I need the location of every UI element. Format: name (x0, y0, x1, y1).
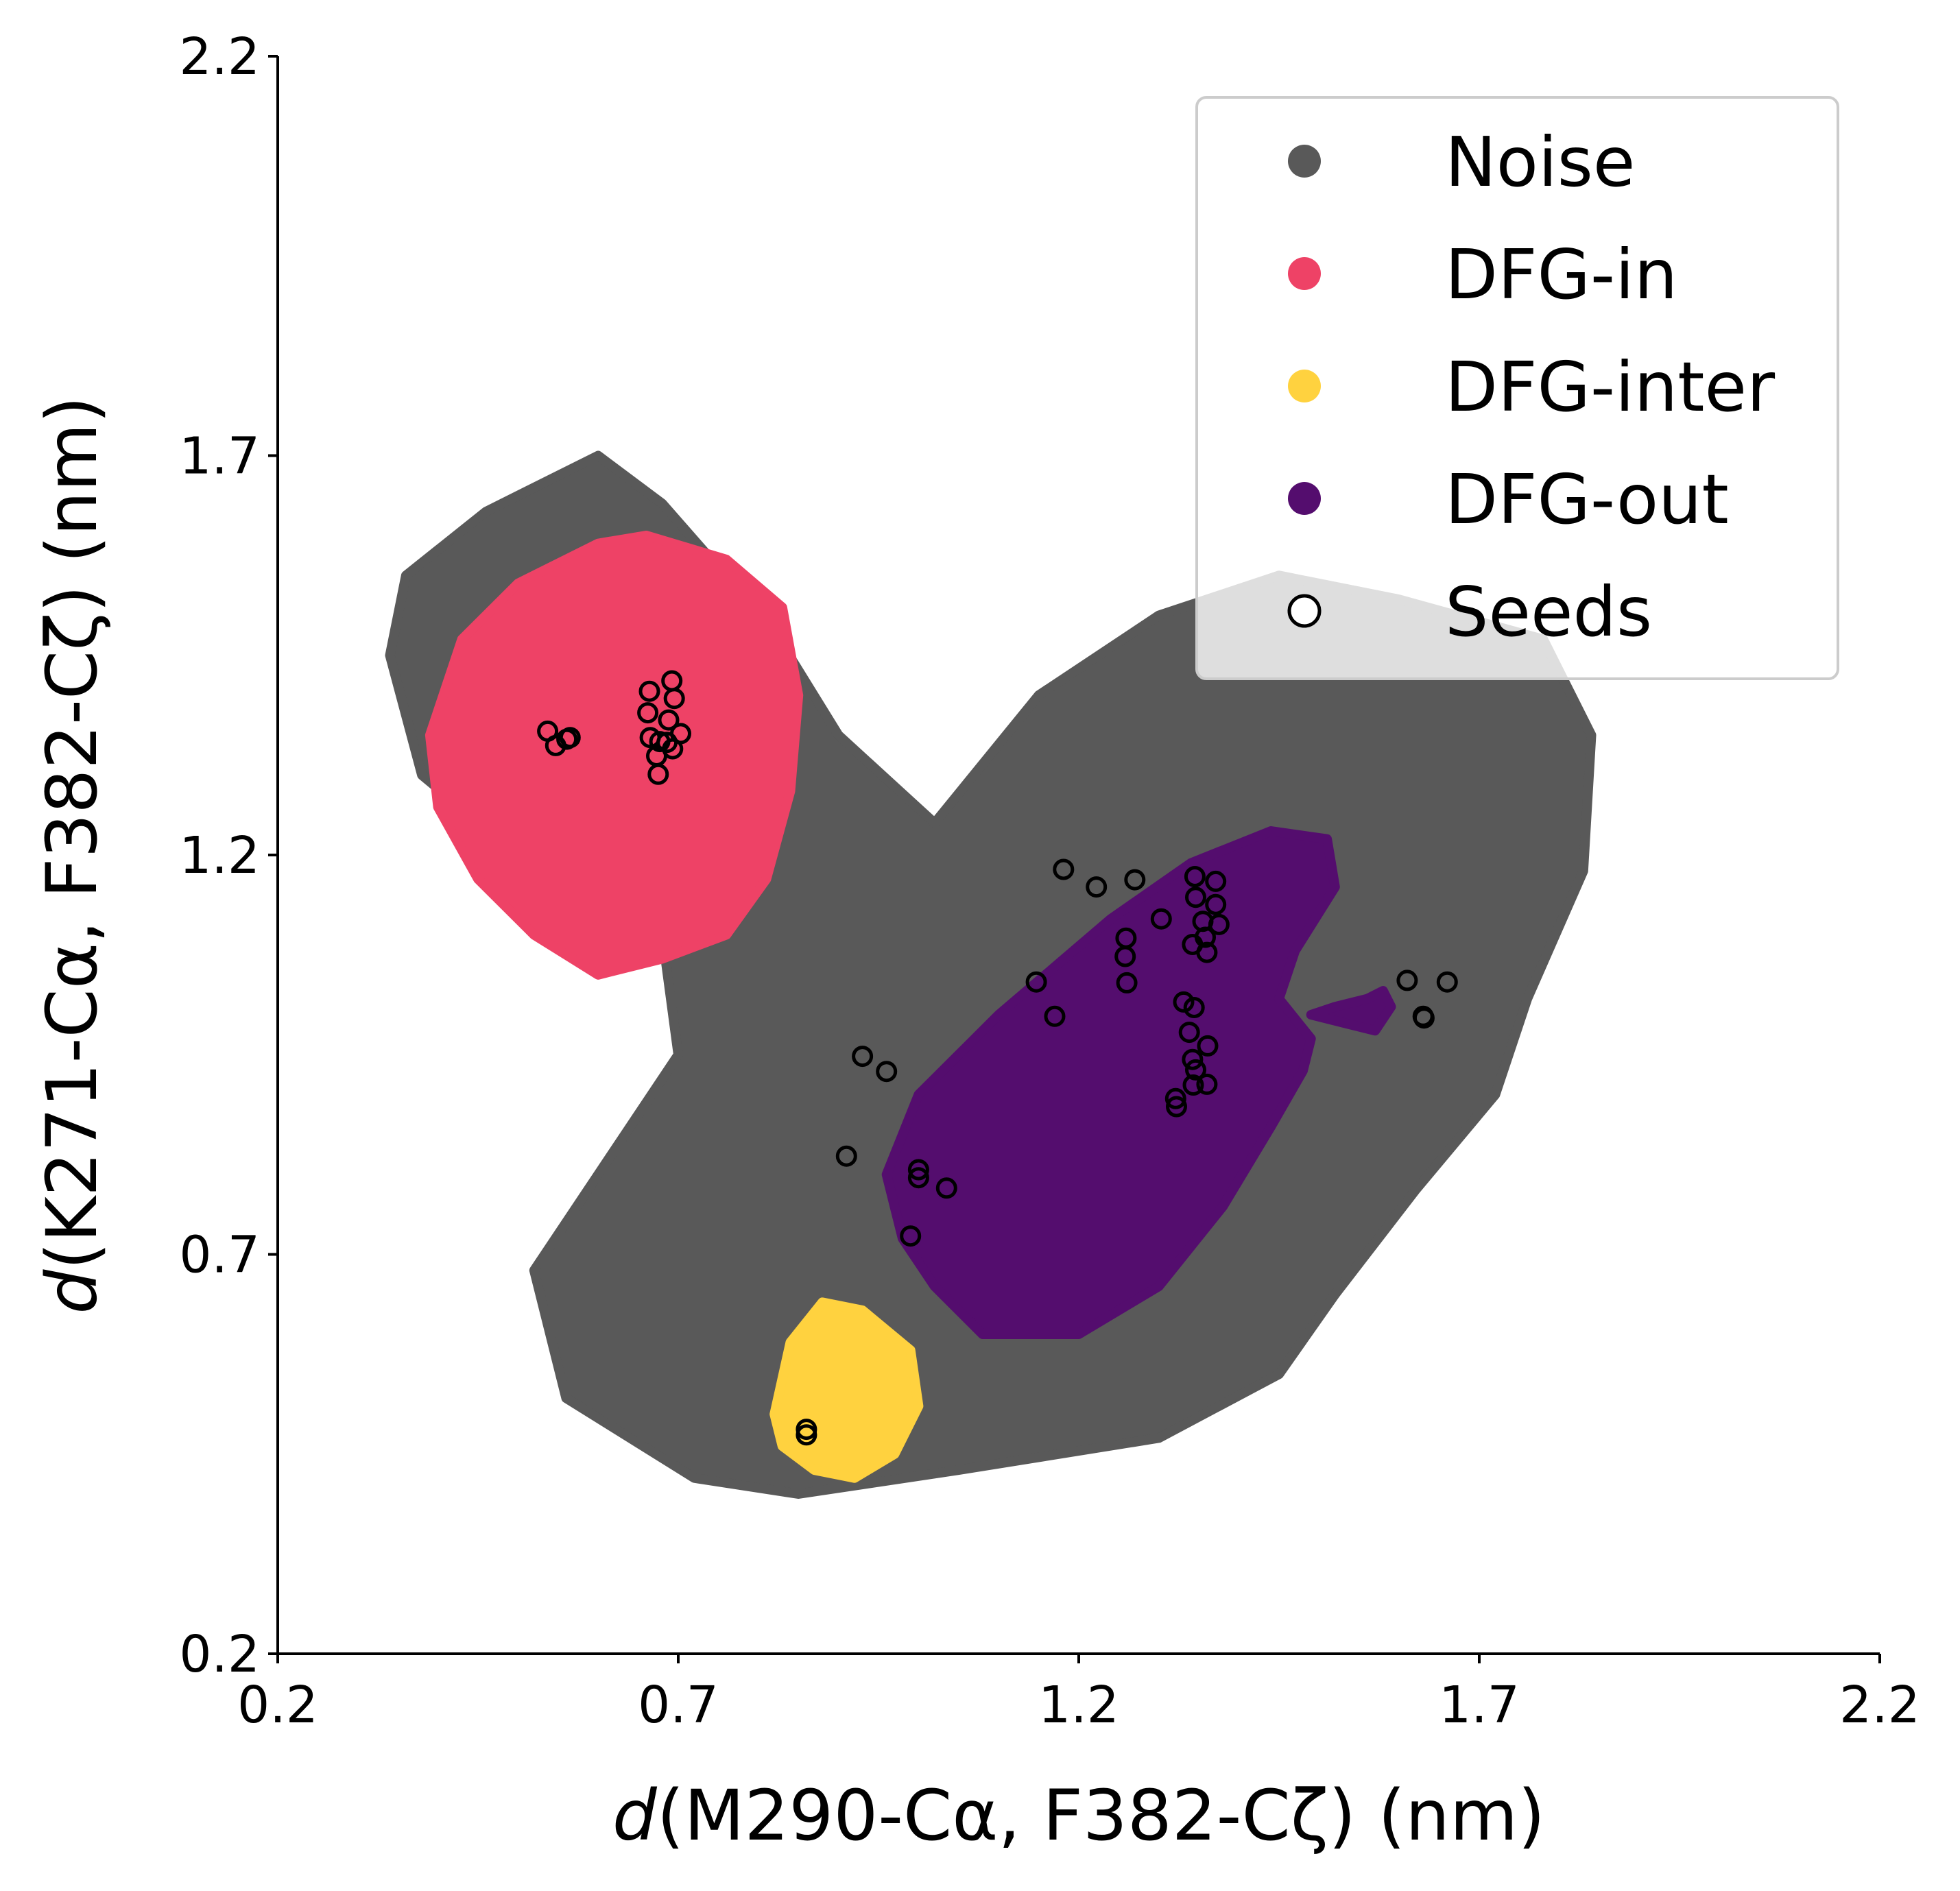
cluster-regions (385, 450, 1597, 1499)
seed-point-13 (661, 670, 683, 692)
region-dfg-inter-2 (769, 1297, 924, 1483)
seed-point-15 (647, 763, 669, 785)
tick-labels: 0.2 0.7 1.2 1.7 2.2 0.2 0.7 1.2 1.7 2.2 (179, 27, 1920, 1735)
legend-label-noise: Noise (1445, 122, 1635, 202)
y-axis-label-italic: d (32, 1268, 113, 1314)
region-dfg-out-3 (881, 826, 1340, 1339)
seed-point-56 (796, 1424, 817, 1446)
seed-point-10 (670, 723, 691, 745)
x-axis-label: d(M290-Cα, F382-Cζ) (nm) (612, 1775, 1545, 1857)
seed-point-3 (559, 727, 581, 749)
legend-frame (1195, 96, 1839, 680)
y-axis-label: d(K271-Cα, F382-Cζ) (nm) (32, 396, 113, 1314)
seed-markers (537, 670, 1458, 1446)
seed-point-46 (835, 1145, 857, 1167)
seed-point-16 (1053, 858, 1075, 880)
y-tick-label: 0.7 (179, 1226, 260, 1285)
seed-point-37 (1182, 1048, 1204, 1070)
seed-point-41 (1196, 1073, 1218, 1095)
y-axis-label-rest: (K271-Cα, F382-Cζ) (nm) (32, 396, 113, 1270)
seed-point-40 (1182, 1074, 1204, 1096)
seed-point-47 (907, 1159, 929, 1181)
seed-point-45 (876, 1061, 898, 1083)
seed-point-20 (1205, 870, 1227, 892)
seed-point-50 (900, 1225, 922, 1247)
x-tick-label: 0.7 (638, 1676, 719, 1735)
legend-marker-dfg-in (1288, 257, 1321, 290)
y-tick-label: 1.7 (179, 427, 260, 486)
axes (268, 55, 1881, 1663)
seed-point-36 (1178, 1022, 1200, 1044)
seed-point-48 (907, 1167, 929, 1189)
seed-point-54 (1413, 1007, 1435, 1029)
legend-label-dfg-in: DFG-in (1445, 234, 1677, 315)
region-dfg-out-4 (1306, 986, 1396, 1036)
seed-point-18 (1124, 869, 1146, 891)
legend-marker-seeds (1287, 594, 1322, 628)
x-tick-label: 2.2 (1839, 1676, 1920, 1735)
seed-point-22 (1205, 893, 1227, 915)
y-tick-label: 2.2 (179, 27, 260, 86)
x-tick-label: 1.7 (1439, 1676, 1520, 1735)
seed-point-31 (1116, 972, 1138, 993)
seed-point-17 (1086, 876, 1108, 898)
seed-point-32 (1025, 971, 1047, 993)
seed-point-21 (1185, 887, 1206, 908)
region-dfg-in-1 (425, 531, 804, 980)
y-tick-label: 1.2 (179, 826, 260, 885)
seed-point-35 (1183, 997, 1205, 1018)
x-tick-label: 1.2 (1038, 1676, 1119, 1735)
seed-point-44 (852, 1046, 874, 1068)
seed-point-19 (1184, 866, 1206, 887)
seed-point-33 (1044, 1005, 1066, 1027)
seed-point-49 (935, 1177, 957, 1199)
legend-label-dfg-out: DFG-out (1445, 459, 1729, 540)
seed-point-38 (1197, 1035, 1219, 1057)
seed-point-42 (1164, 1087, 1186, 1109)
seed-point-43 (1166, 1096, 1187, 1118)
seed-point-30 (1114, 946, 1136, 967)
seed-point-39 (1185, 1059, 1206, 1081)
seed-point-28 (1196, 941, 1218, 963)
legend-label-seeds: Seeds (1445, 572, 1652, 652)
seed-point-5 (637, 702, 659, 724)
seed-point-23 (1150, 908, 1172, 930)
x-tick-label: 0.2 (237, 1676, 318, 1735)
seed-point-11 (658, 709, 680, 731)
seed-point-4 (638, 680, 660, 702)
x-axis-label-rest: (M290-Cα, F382-Cζ) (nm) (657, 1775, 1545, 1857)
legend-label-dfg-inter: DFG-inter (1445, 347, 1776, 427)
seed-point-51 (1396, 969, 1418, 991)
seed-point-25 (1208, 913, 1230, 935)
x-axis-label-italic: d (612, 1775, 658, 1857)
legend-marker-dfg-inter (1288, 370, 1321, 402)
legend: Noise DFG-in DFG-inter DFG-out Seeds (1195, 96, 1839, 680)
seed-point-34 (1173, 991, 1195, 1013)
legend-marker-noise (1288, 145, 1321, 178)
legend-marker-dfg-out (1288, 482, 1321, 515)
seed-point-52 (1436, 971, 1458, 993)
y-tick-label: 0.2 (179, 1625, 260, 1684)
